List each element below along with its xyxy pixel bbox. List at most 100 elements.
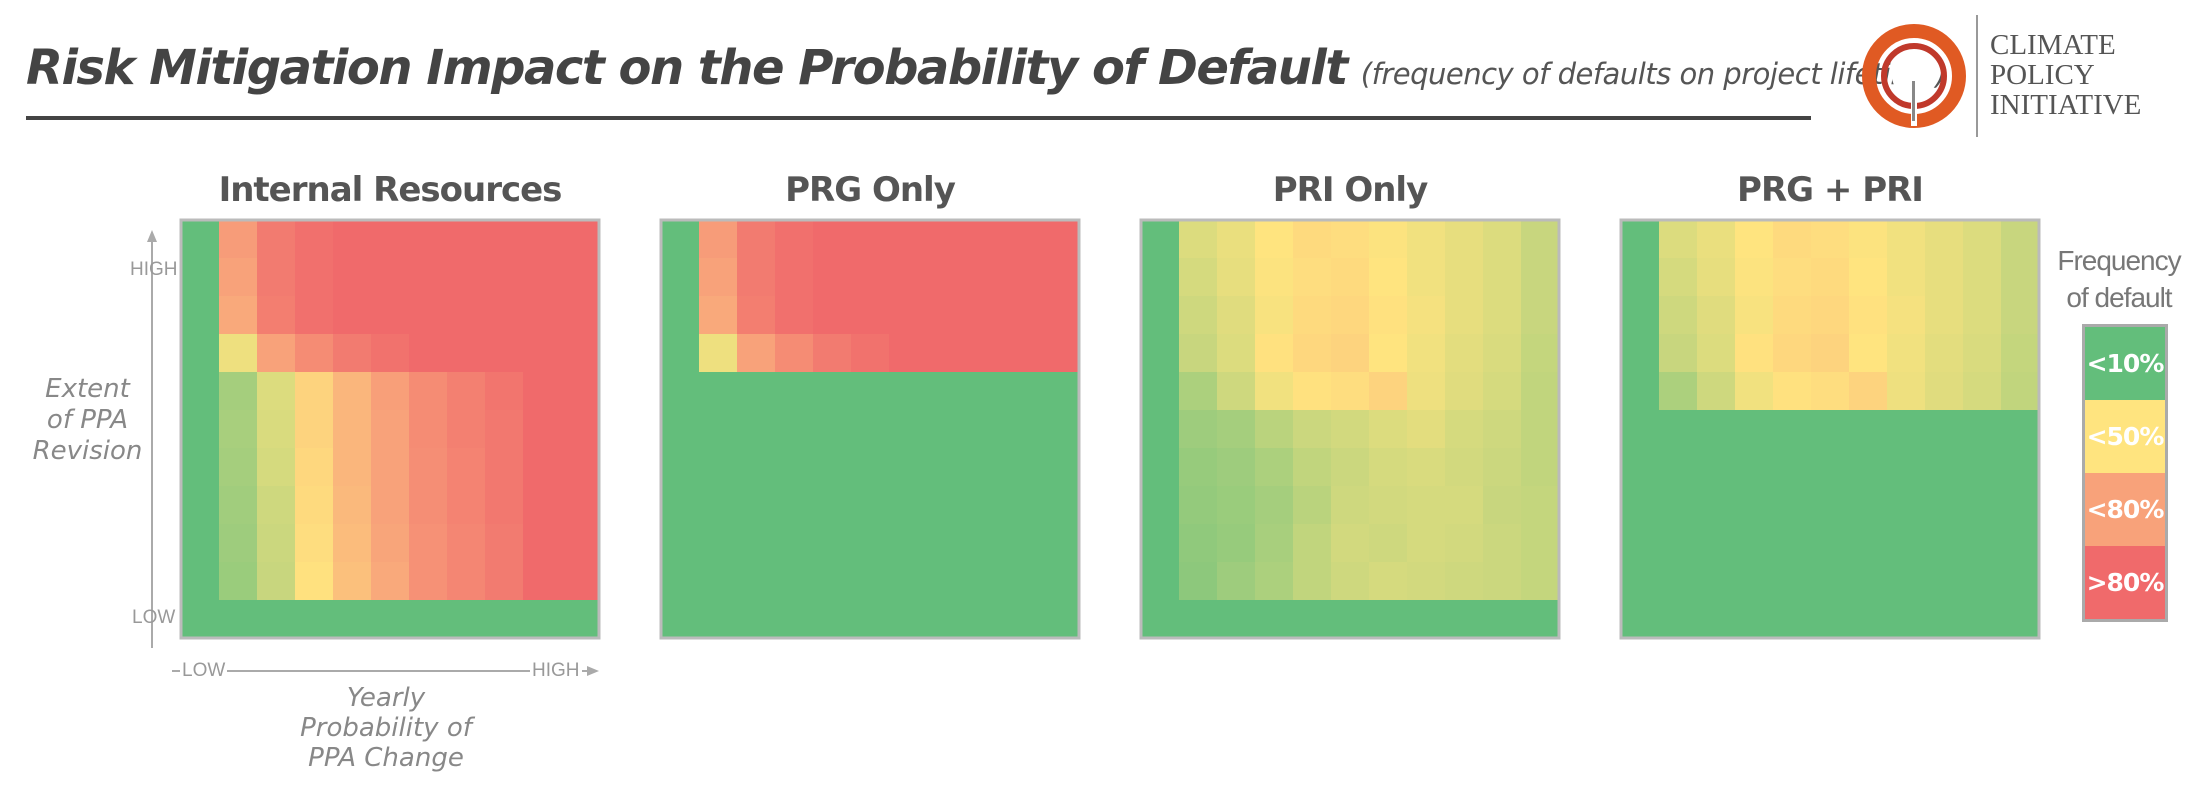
heatmap-cell <box>447 524 486 563</box>
heatmap-cell <box>965 410 1004 449</box>
heatmap-cell <box>1849 220 1888 259</box>
heatmap-cell <box>447 410 486 449</box>
heatmap-cell <box>523 524 562 563</box>
heatmap-cell <box>927 600 966 639</box>
heatmap-cell <box>1925 372 1964 411</box>
heatmap-cell <box>1735 410 1774 449</box>
heatmap-cell <box>1621 296 1660 335</box>
heatmap-cell <box>1849 258 1888 297</box>
heatmap-cell <box>1217 372 1256 411</box>
heatmap-cell <box>1659 334 1698 373</box>
heatmap-cell <box>1369 486 1408 525</box>
heatmap-cell <box>775 562 814 601</box>
heatmap-cell <box>561 372 600 411</box>
heatmap-cell <box>661 600 700 639</box>
heatmap-cell <box>1963 562 2002 601</box>
heatmap-cell <box>965 562 1004 601</box>
heatmap-cell <box>1369 448 1408 487</box>
heatmap-cell <box>561 258 600 297</box>
heatmap-cell <box>561 410 600 449</box>
heatmap-panel-border <box>179 218 601 640</box>
heatmap-cell <box>257 448 296 487</box>
heatmap-cell <box>851 334 890 373</box>
heatmap-cell <box>1659 562 1698 601</box>
heatmap-cell <box>1773 296 1812 335</box>
heatmap-cell <box>1141 410 1180 449</box>
heatmap-cell <box>485 486 524 525</box>
heatmap-cell <box>561 600 600 639</box>
heatmap-cell <box>851 220 890 259</box>
heatmap-cell <box>1041 296 1080 335</box>
heatmap-cell <box>1407 372 1446 411</box>
heatmap-cell <box>1735 258 1774 297</box>
heatmap-cell <box>1179 562 1218 601</box>
panel-title-prg-only: PRG Only <box>785 170 956 210</box>
heatmap-cell <box>1293 562 1332 601</box>
heatmap-cell <box>295 600 334 639</box>
heatmap-cell <box>1659 600 1698 639</box>
heatmap-cell <box>409 220 448 259</box>
heatmap-cell <box>1141 296 1180 335</box>
heatmap-cell <box>1003 334 1042 373</box>
heatmap-cell <box>409 258 448 297</box>
heatmap-cell <box>1217 296 1256 335</box>
heatmap-cell <box>409 296 448 335</box>
heatmap-cell <box>447 334 486 373</box>
heatmap-cell <box>737 524 776 563</box>
heatmap-cell <box>1621 372 1660 411</box>
heatmap-cell <box>485 258 524 297</box>
heatmap-cell <box>1407 334 1446 373</box>
heatmap-cell <box>813 372 852 411</box>
heatmap-cell <box>523 600 562 639</box>
heatmap-cell <box>2001 410 2040 449</box>
heatmap-cell <box>1963 448 2002 487</box>
heatmap-cell <box>1407 220 1446 259</box>
heatmap-cell <box>561 296 600 335</box>
heatmap-cell <box>1811 448 1850 487</box>
heatmap-cell <box>2001 448 2040 487</box>
heatmap-cell <box>699 486 738 525</box>
heatmap-cell <box>699 448 738 487</box>
heatmap-cell <box>927 334 966 373</box>
heatmap-cell <box>1369 258 1408 297</box>
heatmap-cell <box>1621 410 1660 449</box>
heatmap-cell <box>1141 220 1180 259</box>
heatmap-cell <box>813 562 852 601</box>
heatmap-cell <box>1255 448 1294 487</box>
heatmap-cell <box>561 448 600 487</box>
heatmap-cell <box>523 334 562 373</box>
heatmap-cell <box>1003 410 1042 449</box>
heatmap-cell <box>737 334 776 373</box>
heatmap-cell <box>295 220 334 259</box>
heatmap-cell <box>1887 258 1926 297</box>
legend-title-line: Frequency <box>2057 245 2181 276</box>
heatmap-cell <box>1659 258 1698 297</box>
heatmap-cell <box>1331 448 1370 487</box>
heatmap-cell <box>1697 296 1736 335</box>
heatmap-cell <box>1697 562 1736 601</box>
heatmap-cell <box>1849 486 1888 525</box>
heatmap-cell <box>1659 220 1698 259</box>
heatmap-cell <box>181 258 220 297</box>
heatmap-cell <box>737 220 776 259</box>
heatmap-cell <box>1925 220 1964 259</box>
heatmap-cell <box>295 334 334 373</box>
heatmap-cell <box>257 372 296 411</box>
heatmap-cell <box>1521 524 1560 563</box>
cpi-ring-logo-icon <box>1862 24 1966 128</box>
heatmap-cell <box>1887 524 1926 563</box>
heatmap-cell <box>561 220 600 259</box>
heatmap-cell <box>1773 486 1812 525</box>
heatmap-cell <box>927 524 966 563</box>
heatmap-cell <box>1963 524 2002 563</box>
heatmap-cell <box>1925 562 1964 601</box>
heatmap-cell <box>1963 410 2002 449</box>
heatmap-cell <box>1217 486 1256 525</box>
heatmap-cell <box>737 600 776 639</box>
heatmap-cell <box>1963 600 2002 639</box>
y-axis-title-line: Extent <box>45 374 130 404</box>
heatmap-cell <box>1445 296 1484 335</box>
heatmap-cell <box>813 524 852 563</box>
heatmap-cell <box>813 296 852 335</box>
heatmap-cell <box>1483 562 1522 601</box>
